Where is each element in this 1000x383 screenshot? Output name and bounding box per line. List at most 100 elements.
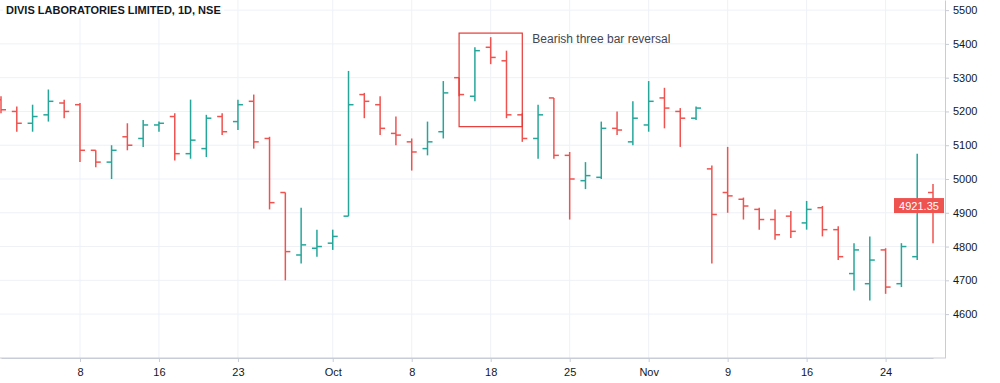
bar-close (364, 101, 369, 103)
bar-open (470, 96, 475, 98)
grid-line-y (0, 280, 945, 281)
ohlc-bar (738, 198, 748, 220)
x-tick: 8 (409, 358, 415, 378)
background (0, 0, 1000, 383)
ohlc-bar (723, 147, 733, 213)
x-tick: 24 (880, 358, 892, 378)
bar-close (333, 236, 338, 238)
ohlc-bar (533, 105, 543, 159)
bar-close (285, 251, 290, 253)
ohlc-bar (233, 100, 243, 130)
y-tick-label: 5000 (953, 173, 977, 185)
y-tick: 5100 (945, 139, 977, 151)
bar-close (775, 234, 780, 236)
bar-open (138, 138, 143, 140)
bar-open (12, 111, 17, 113)
grid-line-y (0, 77, 945, 78)
bar-close (680, 117, 685, 119)
x-tick: 16 (153, 358, 165, 378)
ohlc-bar (138, 120, 148, 147)
bar-open (265, 138, 270, 140)
bar-range (743, 198, 745, 220)
bar-open (154, 124, 159, 126)
annotation-box (459, 33, 522, 127)
bar-open (454, 77, 459, 79)
grid-line-y (0, 179, 945, 180)
ohlc-bar (170, 113, 180, 160)
title-group: DIVIS LABORATORIES LIMITED, 1D, NSE (3, 2, 224, 18)
bar-close (522, 138, 527, 140)
ohlc-bar (359, 93, 369, 118)
bar-open (644, 124, 649, 126)
y-tick: 4700 (945, 274, 977, 286)
bar-range (32, 105, 34, 132)
grid-line-x (648, 0, 649, 358)
bar-open (217, 116, 222, 118)
bar-close (617, 129, 622, 131)
bar-range (253, 95, 255, 149)
grid-line-x (79, 0, 80, 358)
bar-range (901, 243, 903, 287)
y-tick-label: 5200 (953, 105, 977, 117)
x-axis: 81623Oct81825Nov91624 (2, 358, 934, 378)
chart-title: DIVIS LABORATORIES LIMITED, 1D, NSE (6, 4, 221, 16)
x-tick: 8 (77, 358, 83, 378)
ohlc-bar (59, 100, 69, 119)
x-tick-label: 24 (880, 366, 892, 378)
ohlc-bar (896, 243, 906, 287)
bar-close (317, 246, 322, 248)
bar-close (886, 286, 891, 288)
ohlc-bar (296, 208, 306, 264)
bar-open (770, 219, 775, 221)
ohlc-bar (407, 138, 417, 170)
ohlc-bar (565, 152, 575, 220)
bar-close (380, 128, 385, 130)
grid-line-y (0, 43, 945, 44)
x-tick-label: 16 (153, 366, 165, 378)
y-tick-mark (945, 213, 949, 214)
ohlc-bar (470, 47, 480, 101)
grid-line-y (0, 111, 945, 112)
title-background (3, 2, 224, 18)
x-tick-mark (238, 358, 239, 362)
y-tick-label: 4700 (953, 274, 977, 286)
bar-range (48, 90, 50, 122)
bar-close (349, 104, 354, 106)
bar-close (33, 116, 38, 118)
bar-close (254, 141, 259, 143)
bar-range (332, 230, 334, 250)
bar-open (833, 229, 838, 231)
ohlc-bar (107, 145, 117, 179)
x-tick-mark (491, 358, 492, 362)
bar-open (533, 138, 538, 140)
bar-close (143, 124, 148, 126)
y-tick: 4900 (945, 207, 977, 219)
bar-close (901, 246, 906, 248)
y-tick-label: 4900 (953, 207, 977, 219)
bar-close (475, 50, 480, 52)
bar-open (296, 254, 301, 256)
ohlc-bar (802, 201, 812, 230)
bar-range (206, 115, 208, 157)
bar-open (928, 192, 933, 194)
x-tick-mark (159, 358, 160, 362)
bar-close (728, 195, 733, 197)
bar-open (881, 249, 886, 251)
bar-close (301, 244, 306, 246)
bar-open (786, 215, 791, 217)
bar-range (443, 81, 445, 138)
x-tick-mark (728, 358, 729, 362)
bar-close (48, 101, 53, 103)
bar-close (743, 205, 748, 207)
bar-open (723, 192, 728, 194)
bar-range (616, 111, 618, 135)
grid-line-y (0, 314, 945, 315)
x-tick-mark (649, 358, 650, 362)
bar-range (869, 236, 871, 300)
y-axis: 4600470048004900500051005200530054005500 (945, 1, 977, 359)
ohlc-bar (438, 81, 448, 138)
ohlc-bar (549, 98, 559, 159)
bar-close (854, 249, 859, 251)
ohlc-bar (501, 51, 511, 119)
bars (0, 37, 938, 300)
